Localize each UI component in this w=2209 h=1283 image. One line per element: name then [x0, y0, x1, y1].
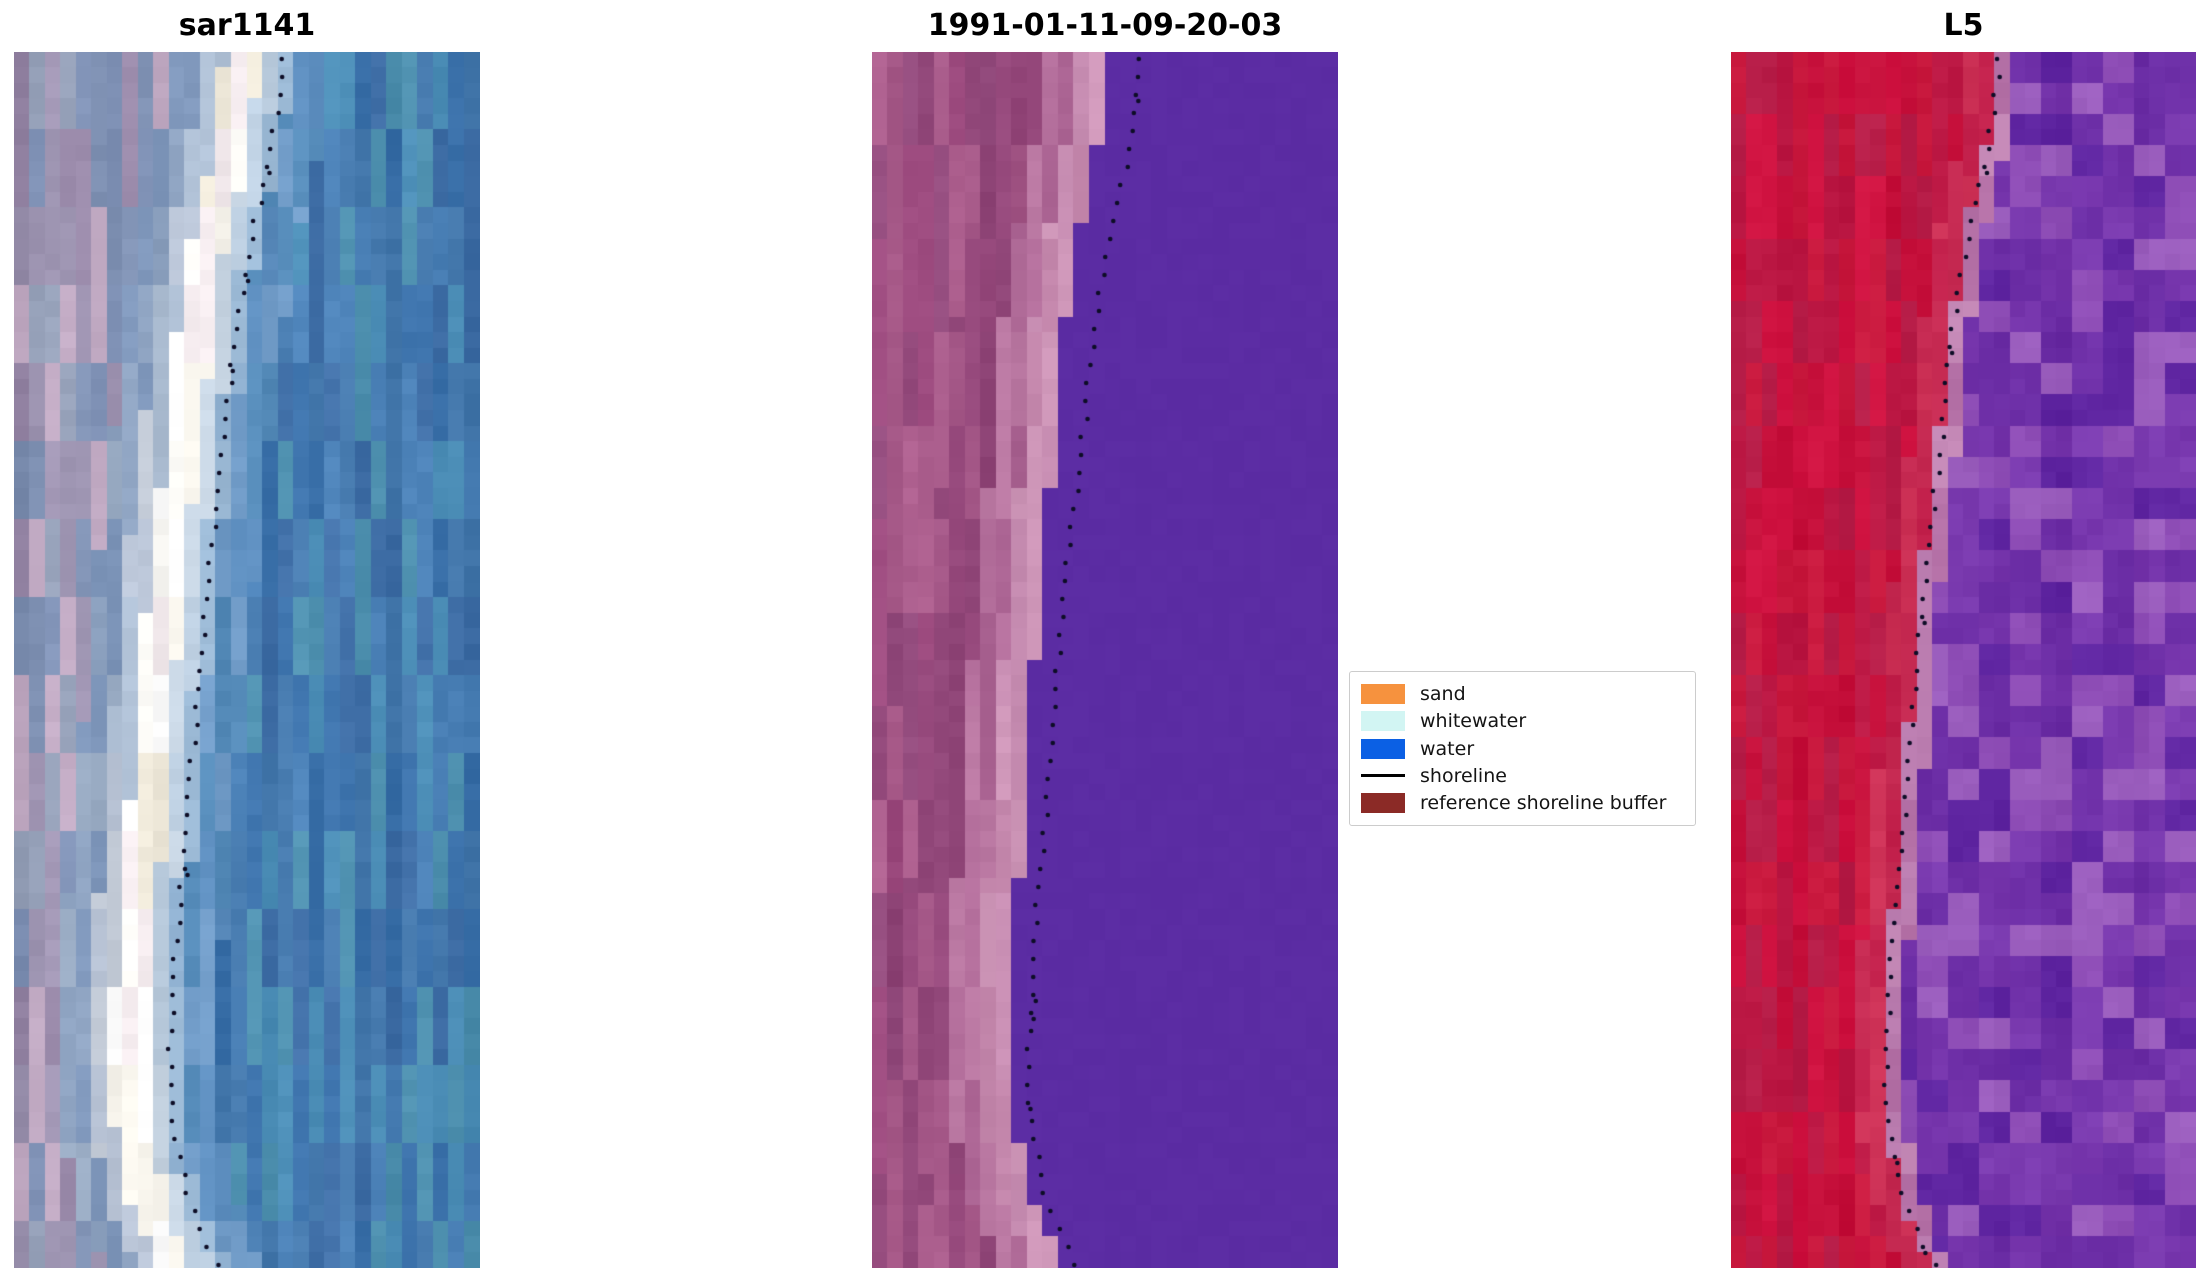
water-color-swatch [1361, 738, 1405, 759]
shoreline-line-swatch [1361, 774, 1405, 778]
legend-label-reference-shoreline-buffer: reference shoreline buffer [1420, 792, 1667, 814]
legend-item: reference shoreline buffer [1361, 790, 1684, 816]
classified-image-panel [872, 52, 1338, 1268]
legend-item: sand [1361, 681, 1684, 707]
reference-shoreline-buffer-swatch [1361, 793, 1405, 813]
legend: sand whitewater water shoreline referenc… [1349, 671, 1696, 826]
legend-item: shoreline [1361, 763, 1684, 789]
panel-title-sar1141: sar1141 [178, 8, 316, 43]
sar-image-panel [14, 52, 480, 1268]
legend-item: water [1361, 736, 1684, 762]
legend-item: whitewater [1361, 708, 1684, 734]
legend-label-water: water [1420, 737, 1475, 760]
legend-label-whitewater: whitewater [1420, 710, 1527, 733]
l5-image-panel [1731, 52, 2196, 1268]
sand-color-swatch [1361, 684, 1405, 704]
legend-label-sand: sand [1420, 683, 1466, 705]
panel-title-l5: L5 [1943, 8, 1984, 43]
panel-title-date: 1991-01-11-09-20-03 [927, 8, 1283, 43]
whitewater-color-swatch [1361, 711, 1405, 732]
legend-label-shoreline: shoreline [1420, 764, 1507, 787]
